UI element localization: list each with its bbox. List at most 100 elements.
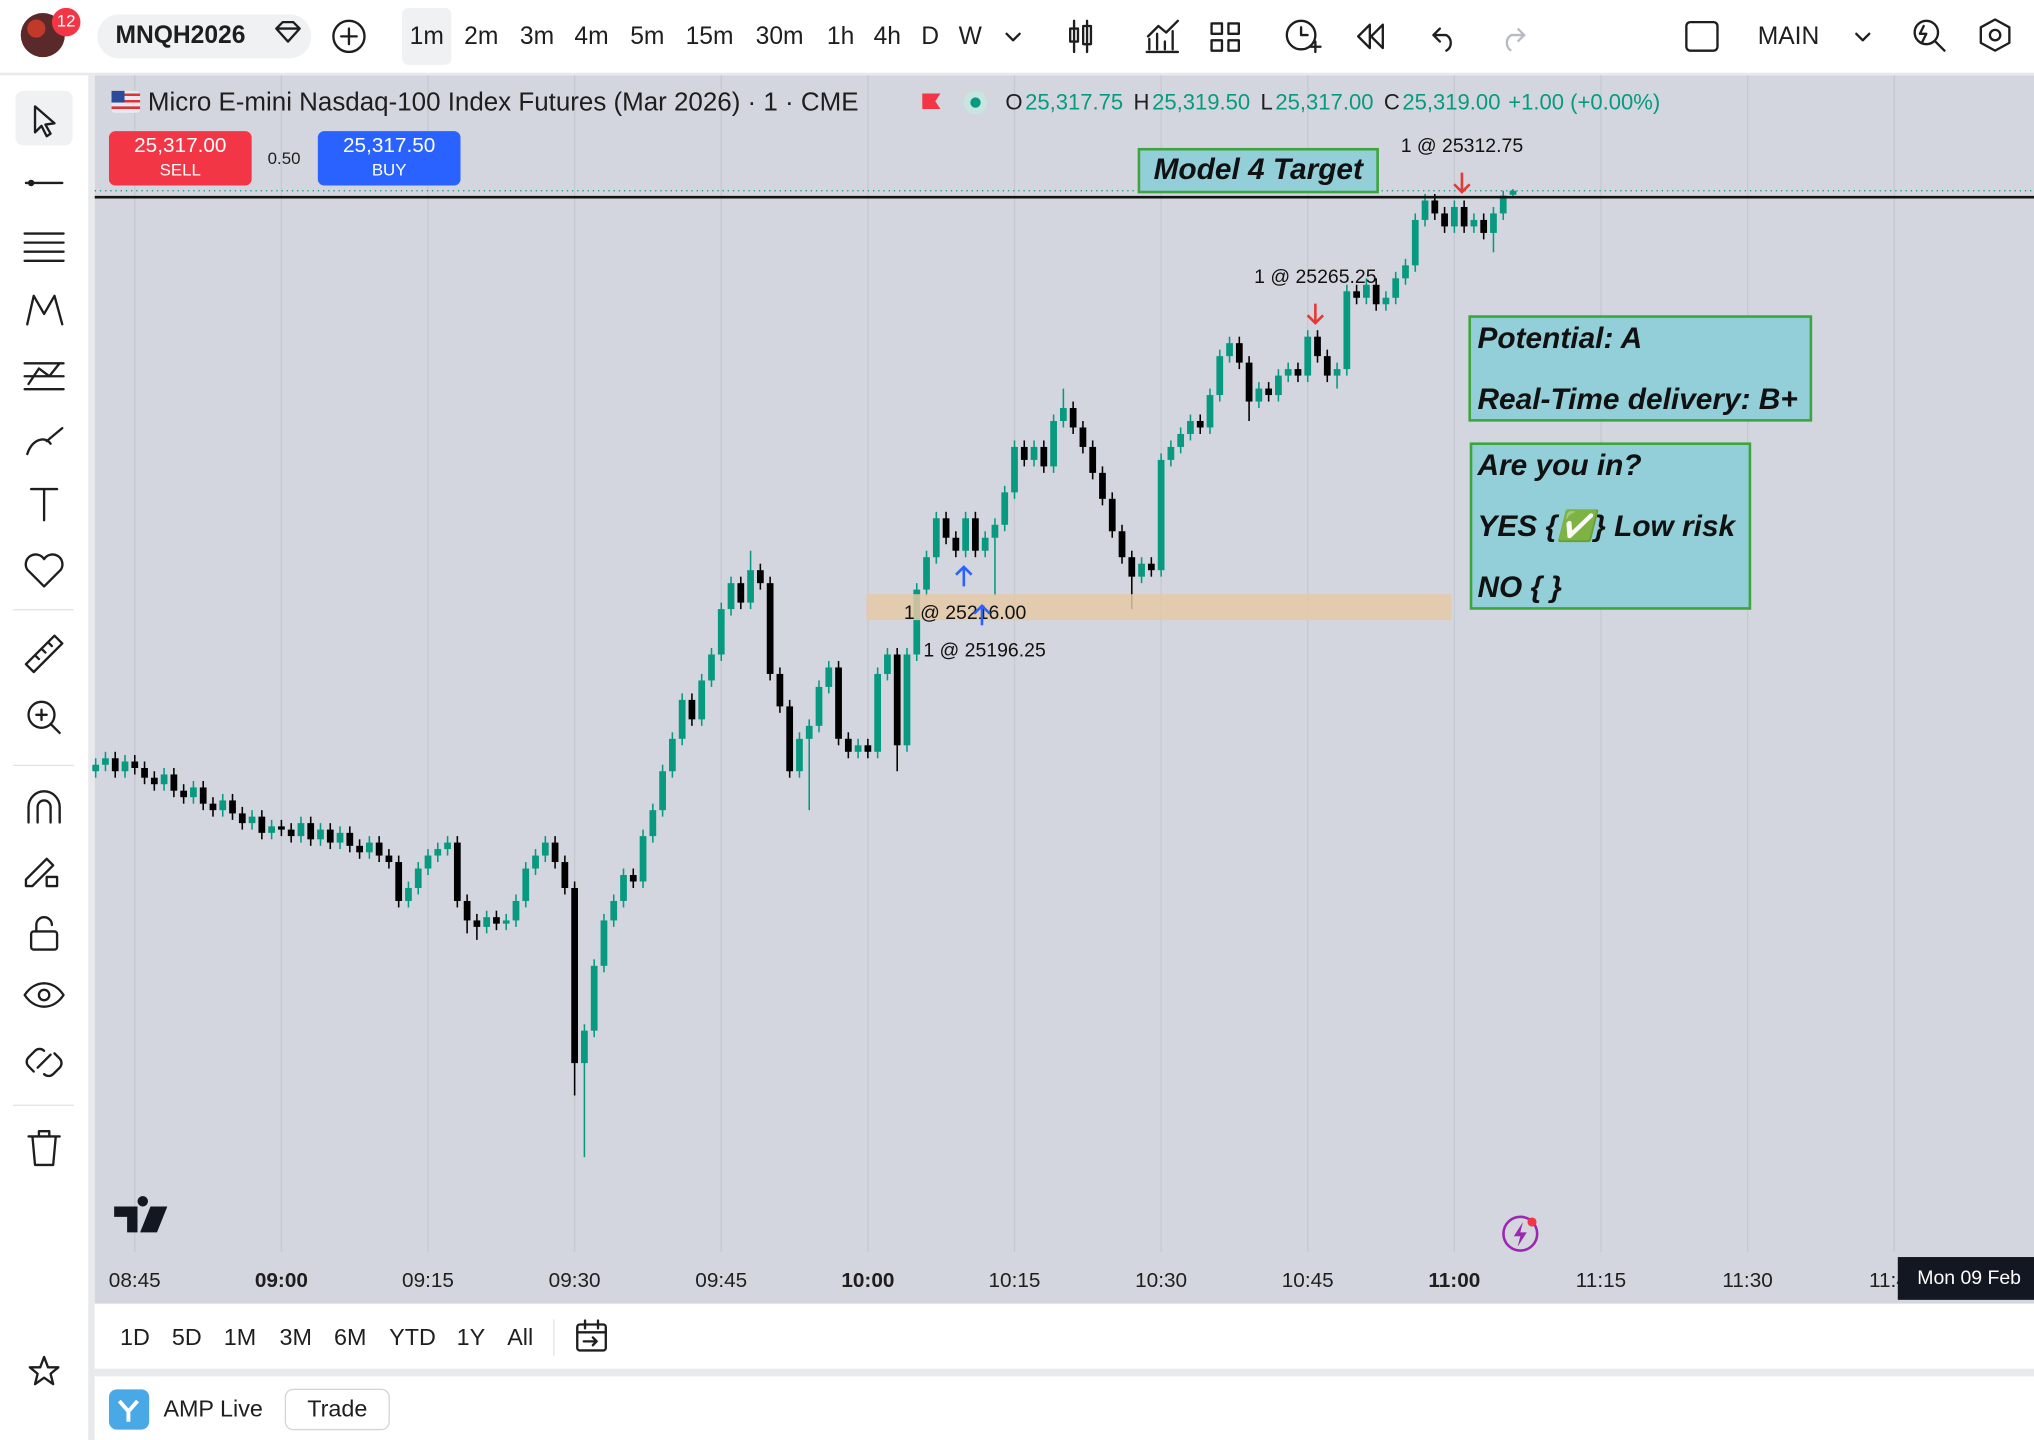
range-button[interactable]: 1D bbox=[120, 1324, 150, 1350]
visibility-tool[interactable] bbox=[23, 982, 65, 1008]
chevron[interactable] bbox=[1005, 32, 1021, 42]
interval[interactable]: 5m bbox=[630, 23, 664, 50]
interval[interactable]: W bbox=[959, 23, 983, 50]
candle-body bbox=[786, 706, 794, 772]
trade-label[interactable]: Trade bbox=[307, 1395, 367, 1421]
candle-body bbox=[238, 813, 246, 824]
fullscreen-icon[interactable] bbox=[1685, 20, 1719, 52]
interval[interactable]: 2m bbox=[464, 23, 498, 50]
range-button[interactable]: 1Y bbox=[457, 1324, 486, 1350]
interval[interactable]: 1h bbox=[827, 23, 854, 50]
favorite-tool[interactable] bbox=[24, 553, 64, 588]
candle-body bbox=[1284, 369, 1292, 376]
candle-body bbox=[1392, 278, 1400, 298]
interval[interactable]: D bbox=[921, 23, 939, 50]
range-button[interactable]: 1M bbox=[224, 1324, 256, 1350]
interval[interactable]: 4h bbox=[874, 23, 901, 50]
sell-label[interactable]: SELL bbox=[160, 161, 201, 180]
x-tick-label: 09:30 bbox=[549, 1269, 601, 1292]
candle-body bbox=[346, 832, 354, 846]
range-button[interactable]: All bbox=[507, 1324, 533, 1350]
interval[interactable]: 3m bbox=[520, 23, 554, 50]
spread: 0.50 bbox=[268, 149, 301, 168]
symbol[interactable]: MNQH2026 bbox=[115, 22, 245, 49]
add-icon[interactable] bbox=[332, 19, 366, 54]
symbol-pill[interactable] bbox=[97, 14, 312, 59]
cursor-tool[interactable] bbox=[33, 105, 56, 138]
candle-body bbox=[1265, 388, 1273, 396]
lightning-icon[interactable] bbox=[1502, 1215, 1539, 1252]
buy-price[interactable]: 25,317.50 bbox=[343, 134, 435, 157]
magnet-tool[interactable] bbox=[27, 790, 61, 824]
broker-logo bbox=[117, 1399, 139, 1422]
interval[interactable]: 30m bbox=[756, 23, 804, 50]
watchlist-star[interactable] bbox=[28, 1355, 60, 1386]
candle-body bbox=[1421, 200, 1429, 220]
undo-icon[interactable] bbox=[1432, 27, 1452, 52]
candle-body bbox=[522, 868, 530, 901]
range-button[interactable]: 5D bbox=[172, 1324, 202, 1350]
sell-price[interactable]: 25,317.00 bbox=[134, 134, 226, 157]
replay-icon[interactable] bbox=[1356, 23, 1384, 50]
text-tool[interactable] bbox=[29, 487, 59, 522]
range-button[interactable]: 3M bbox=[280, 1324, 312, 1350]
prediction-tool[interactable] bbox=[23, 362, 65, 391]
candle-body bbox=[991, 524, 999, 538]
trash-tool[interactable] bbox=[27, 1130, 61, 1167]
link-tool[interactable] bbox=[25, 1047, 63, 1078]
ohlc-key: O bbox=[1005, 90, 1022, 115]
plot bbox=[92, 189, 2034, 1158]
broker-name[interactable]: AMP Live bbox=[163, 1395, 262, 1421]
candle-body bbox=[1011, 446, 1018, 493]
lock-tool[interactable] bbox=[29, 930, 59, 951]
buy-arrow bbox=[955, 565, 973, 587]
candle-body bbox=[1059, 408, 1067, 421]
settings-icon[interactable] bbox=[1979, 18, 2011, 52]
diamond-icon[interactable] bbox=[275, 20, 301, 43]
layout-icon[interactable] bbox=[1210, 22, 1240, 52]
ruler-tool[interactable] bbox=[24, 634, 64, 674]
x-tick-label: 10:45 bbox=[1282, 1269, 1334, 1292]
search-icon[interactable] bbox=[1913, 19, 1940, 46]
tv-logo[interactable] bbox=[114, 1196, 168, 1233]
interval[interactable]: 15m bbox=[686, 23, 734, 50]
range-button[interactable]: 6M bbox=[334, 1324, 366, 1350]
x-tick-label: 11:15 bbox=[1576, 1269, 1626, 1292]
candle-body bbox=[1245, 362, 1253, 402]
lock-drawings-tool[interactable] bbox=[24, 857, 59, 888]
poll-text: Are you in? bbox=[1477, 449, 1642, 482]
trade-button[interactable] bbox=[284, 1388, 390, 1431]
fib-tool[interactable] bbox=[23, 232, 65, 262]
goto-date-icon[interactable] bbox=[576, 1323, 607, 1352]
interval[interactable]: 1m bbox=[410, 23, 444, 50]
redo-icon[interactable] bbox=[1505, 27, 1526, 52]
chevron[interactable] bbox=[1855, 32, 1871, 42]
candle-body bbox=[639, 836, 647, 882]
candle-body bbox=[307, 823, 315, 840]
zoom-tool[interactable] bbox=[27, 700, 56, 729]
candle-body bbox=[541, 842, 549, 856]
pattern-tool[interactable] bbox=[26, 294, 64, 326]
indicators-icon[interactable] bbox=[1145, 19, 1180, 54]
candles-icon[interactable] bbox=[1069, 19, 1093, 54]
layout-name[interactable]: MAIN bbox=[1758, 23, 1820, 50]
candle-body bbox=[962, 518, 969, 551]
candle-body bbox=[708, 654, 715, 681]
buy-button[interactable] bbox=[317, 131, 461, 186]
candle-body bbox=[1353, 291, 1360, 298]
flag-marker[interactable] bbox=[922, 93, 941, 110]
alert-icon[interactable] bbox=[1285, 19, 1317, 51]
candle-body bbox=[131, 761, 139, 768]
candle-body bbox=[483, 917, 491, 927]
sell-button[interactable] bbox=[108, 131, 252, 186]
buy-label[interactable]: BUY bbox=[372, 161, 407, 180]
candle-body bbox=[190, 787, 197, 798]
brush-tool[interactable] bbox=[26, 426, 64, 456]
target-text: Model 4 Target bbox=[1154, 153, 1364, 186]
range-button[interactable]: YTD bbox=[389, 1324, 436, 1350]
candle-body bbox=[1402, 265, 1409, 279]
x-tick-label: 11:00 bbox=[1428, 1269, 1480, 1292]
interval[interactable]: 4m bbox=[574, 23, 608, 50]
candle-body bbox=[365, 842, 373, 853]
candle-body bbox=[434, 849, 442, 856]
